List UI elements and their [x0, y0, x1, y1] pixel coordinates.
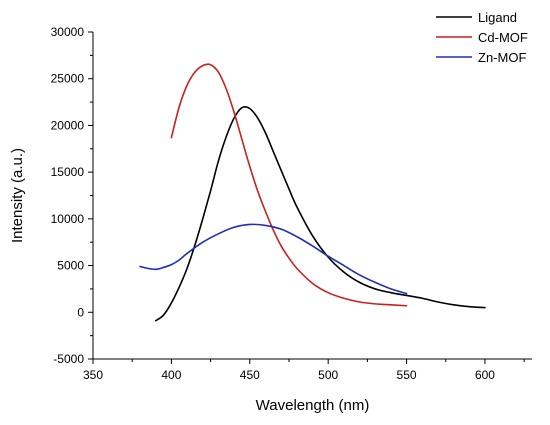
y-tick-label: 0 [77, 305, 84, 319]
legend-label-zn-mof: Zn-MOF [478, 50, 526, 65]
series-line-ligand [154, 106, 486, 322]
x-axis-title: Wavelength (nm) [256, 397, 370, 414]
legend: Ligand Cd-MOF Zn-MOF [436, 10, 528, 65]
y-tick-label: 25000 [51, 72, 85, 86]
y-tick-label: 20000 [51, 118, 85, 132]
x-tick-label: 350 [83, 368, 103, 382]
x-tick-label: 400 [161, 368, 181, 382]
y-tick-label: 30000 [51, 25, 85, 39]
series-group [139, 63, 486, 322]
y-tick-label: 5000 [57, 259, 84, 273]
x-tick-label: 600 [475, 368, 495, 382]
legend-label-ligand: Ligand [478, 10, 517, 25]
series-line-zn-mof [139, 223, 408, 295]
x-tick-label: 450 [240, 368, 260, 382]
x-tick-label: 500 [318, 368, 338, 382]
y-tick-label: 15000 [51, 165, 85, 179]
series-line-cd-mof [170, 63, 408, 307]
axes: 350 400 450 500 550 600 -5000 0 5000 10000 15000 20… [51, 25, 532, 382]
legend-label-cd-mof: Cd-MOF [478, 30, 528, 45]
y-tick-label: -5000 [53, 352, 84, 366]
y-axis-title: Intensity (a.u.) [9, 148, 26, 243]
x-tick-label: 550 [397, 368, 417, 382]
y-tick-label: 10000 [51, 212, 85, 226]
